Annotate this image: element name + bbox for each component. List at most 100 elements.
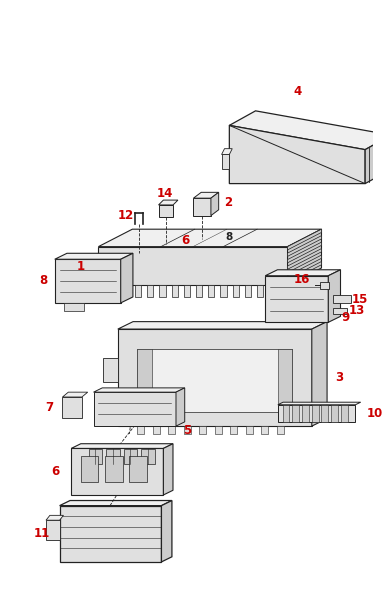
Polygon shape <box>196 286 202 297</box>
Text: 11: 11 <box>34 527 50 540</box>
Polygon shape <box>129 456 147 482</box>
Polygon shape <box>288 262 321 282</box>
Polygon shape <box>211 193 219 215</box>
Polygon shape <box>98 286 105 297</box>
Text: 15: 15 <box>352 293 368 305</box>
Polygon shape <box>288 236 321 256</box>
Polygon shape <box>215 426 222 434</box>
Polygon shape <box>135 286 141 297</box>
Polygon shape <box>93 388 185 392</box>
Polygon shape <box>137 349 152 412</box>
Text: 6: 6 <box>182 235 190 247</box>
Text: 6: 6 <box>52 465 60 478</box>
Polygon shape <box>365 135 383 184</box>
Polygon shape <box>60 506 162 562</box>
Polygon shape <box>278 402 361 405</box>
Polygon shape <box>172 286 178 297</box>
Polygon shape <box>105 456 123 482</box>
Polygon shape <box>341 405 348 422</box>
Polygon shape <box>62 392 88 397</box>
Text: 5: 5 <box>183 424 192 437</box>
Polygon shape <box>106 449 119 464</box>
Polygon shape <box>137 349 292 412</box>
Text: 4: 4 <box>293 85 301 98</box>
Polygon shape <box>118 329 312 426</box>
Polygon shape <box>93 392 176 426</box>
Polygon shape <box>283 405 290 422</box>
Polygon shape <box>168 426 175 434</box>
Polygon shape <box>288 229 321 250</box>
Polygon shape <box>257 286 263 297</box>
Polygon shape <box>261 426 268 434</box>
Polygon shape <box>319 281 329 289</box>
Polygon shape <box>282 286 288 297</box>
Text: 13: 13 <box>348 304 365 317</box>
Polygon shape <box>147 286 153 297</box>
Text: 7: 7 <box>45 401 53 414</box>
Polygon shape <box>331 405 338 422</box>
Text: 14: 14 <box>157 187 173 200</box>
Polygon shape <box>302 405 309 422</box>
Polygon shape <box>269 286 275 297</box>
Text: 16: 16 <box>294 273 310 286</box>
Polygon shape <box>123 286 129 297</box>
Polygon shape <box>88 449 102 464</box>
Polygon shape <box>321 405 328 422</box>
Polygon shape <box>71 448 164 495</box>
Polygon shape <box>265 270 340 276</box>
Text: 8: 8 <box>226 232 233 242</box>
Polygon shape <box>118 322 327 329</box>
Polygon shape <box>312 405 319 422</box>
Polygon shape <box>81 456 98 482</box>
Text: 3: 3 <box>335 371 343 384</box>
Polygon shape <box>141 449 155 464</box>
Polygon shape <box>60 500 172 506</box>
Text: 10: 10 <box>367 407 383 420</box>
Text: 2: 2 <box>224 196 232 209</box>
Polygon shape <box>153 426 160 434</box>
Text: 8: 8 <box>39 274 47 287</box>
Text: 1: 1 <box>77 260 85 272</box>
Polygon shape <box>288 229 321 286</box>
Polygon shape <box>288 255 321 276</box>
Text: 9: 9 <box>342 311 350 324</box>
Polygon shape <box>111 286 117 297</box>
Polygon shape <box>159 286 165 297</box>
Polygon shape <box>246 426 253 434</box>
Polygon shape <box>277 426 284 434</box>
Polygon shape <box>71 444 173 448</box>
Polygon shape <box>328 270 340 322</box>
Polygon shape <box>333 295 350 303</box>
Polygon shape <box>55 259 121 303</box>
Polygon shape <box>162 500 172 562</box>
Polygon shape <box>230 426 237 434</box>
Polygon shape <box>333 308 347 314</box>
Polygon shape <box>222 149 232 154</box>
Polygon shape <box>278 405 355 422</box>
Polygon shape <box>123 449 137 464</box>
Polygon shape <box>137 426 144 434</box>
Polygon shape <box>184 426 191 434</box>
Polygon shape <box>229 125 365 184</box>
Polygon shape <box>98 229 321 247</box>
Polygon shape <box>62 397 82 418</box>
Polygon shape <box>55 253 133 259</box>
Polygon shape <box>288 248 321 269</box>
Polygon shape <box>64 303 84 311</box>
Polygon shape <box>193 198 211 215</box>
Polygon shape <box>164 444 173 495</box>
Polygon shape <box>312 322 327 426</box>
Polygon shape <box>159 200 178 205</box>
Polygon shape <box>121 253 133 303</box>
Polygon shape <box>292 405 299 422</box>
Polygon shape <box>278 349 292 412</box>
Polygon shape <box>98 247 288 286</box>
Polygon shape <box>208 286 214 297</box>
Polygon shape <box>229 111 383 149</box>
Polygon shape <box>46 520 60 539</box>
Polygon shape <box>199 426 206 434</box>
Polygon shape <box>103 358 118 382</box>
Text: 12: 12 <box>118 209 134 222</box>
Polygon shape <box>184 286 190 297</box>
Polygon shape <box>222 154 229 169</box>
